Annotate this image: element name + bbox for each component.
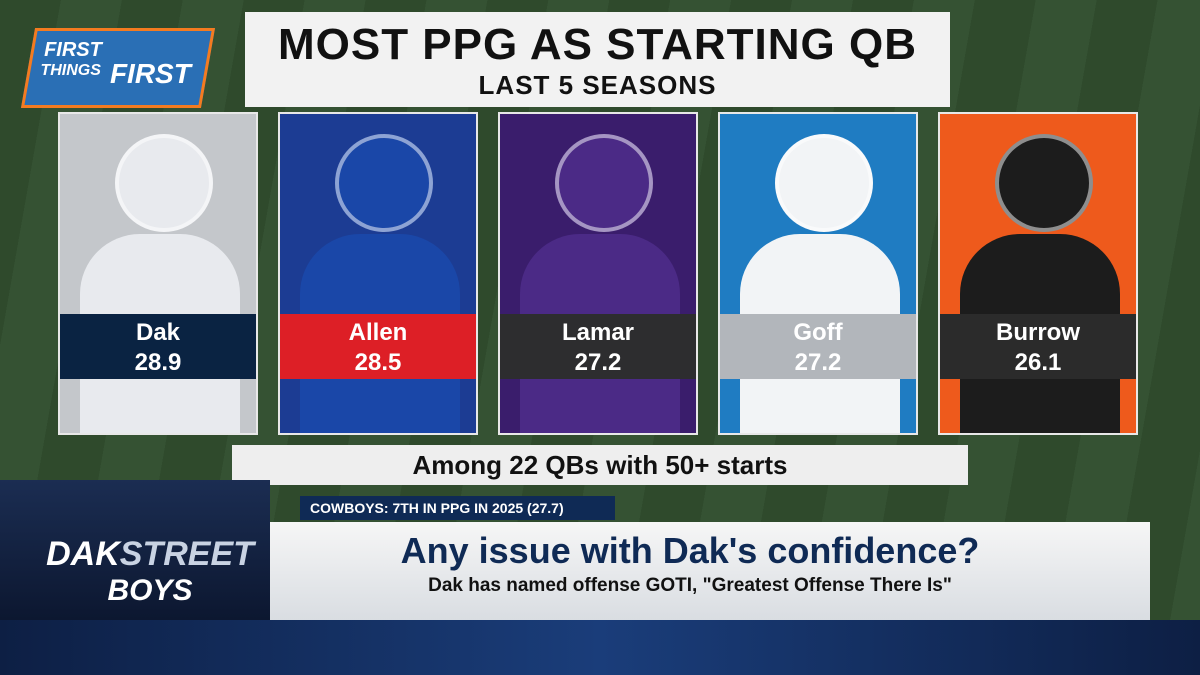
- segment-logo: DAKSTREET BOYS: [35, 535, 265, 608]
- subhead: Dak has named offense GOTI, "Greatest Of…: [428, 575, 952, 596]
- player-helmet: [995, 134, 1093, 232]
- show-logo-first-things-first: FIRST THINGS FIRST: [20, 28, 216, 108]
- footnote: Among 22 QBs with 50+ starts: [232, 445, 968, 485]
- segment-logo-bg: [0, 480, 270, 620]
- logo-text: DAK: [46, 535, 120, 573]
- player-name: Dak: [135, 319, 181, 346]
- player-card: Burrow 26.1: [938, 112, 1138, 435]
- logo-text: FIRST: [109, 58, 191, 89]
- player-ppg: 27.2: [794, 349, 842, 376]
- label-band: Burrow 26.1: [940, 314, 1136, 379]
- player-card: Lamar 27.2: [498, 112, 698, 435]
- player-ppg: 27.2: [574, 349, 622, 376]
- player-ppg: 28.5: [354, 349, 402, 376]
- player-helmet: [555, 134, 653, 232]
- bottom-stripe: [0, 620, 1200, 675]
- label-band: Goff 27.2: [720, 314, 916, 379]
- subtitle: LAST 5 SEASONS: [478, 70, 717, 100]
- player-card: Goff 27.2: [718, 112, 918, 435]
- label-band: Lamar 27.2: [500, 314, 696, 379]
- title-box: MOST PPG AS STARTING QB LAST 5 SEASONS: [245, 12, 950, 107]
- player-ppg: 26.1: [1014, 349, 1062, 376]
- player-card: Dak 28.9: [58, 112, 258, 435]
- logo-text: BOYS: [107, 574, 193, 607]
- player-name: Allen: [348, 319, 408, 346]
- player-ppg: 28.9: [134, 349, 182, 376]
- player-name: Lamar: [561, 319, 635, 346]
- player-card: Allen 28.5: [278, 112, 478, 435]
- label-band: Allen 28.5: [280, 314, 476, 379]
- player-name: Goff: [793, 319, 843, 346]
- player-name: Burrow: [996, 319, 1080, 346]
- player-helmet: [775, 134, 873, 232]
- logo-text: STREET: [119, 535, 254, 573]
- player-helmet: [115, 134, 213, 232]
- ticker: COWBOYS: 7TH IN PPG IN 2025 (27.7): [300, 496, 615, 520]
- player-helmet: [335, 134, 433, 232]
- label-band: Dak 28.9: [60, 314, 256, 379]
- title: MOST PPG AS STARTING QB: [277, 20, 918, 69]
- headline: Any issue with Dak's confidence?: [400, 530, 980, 571]
